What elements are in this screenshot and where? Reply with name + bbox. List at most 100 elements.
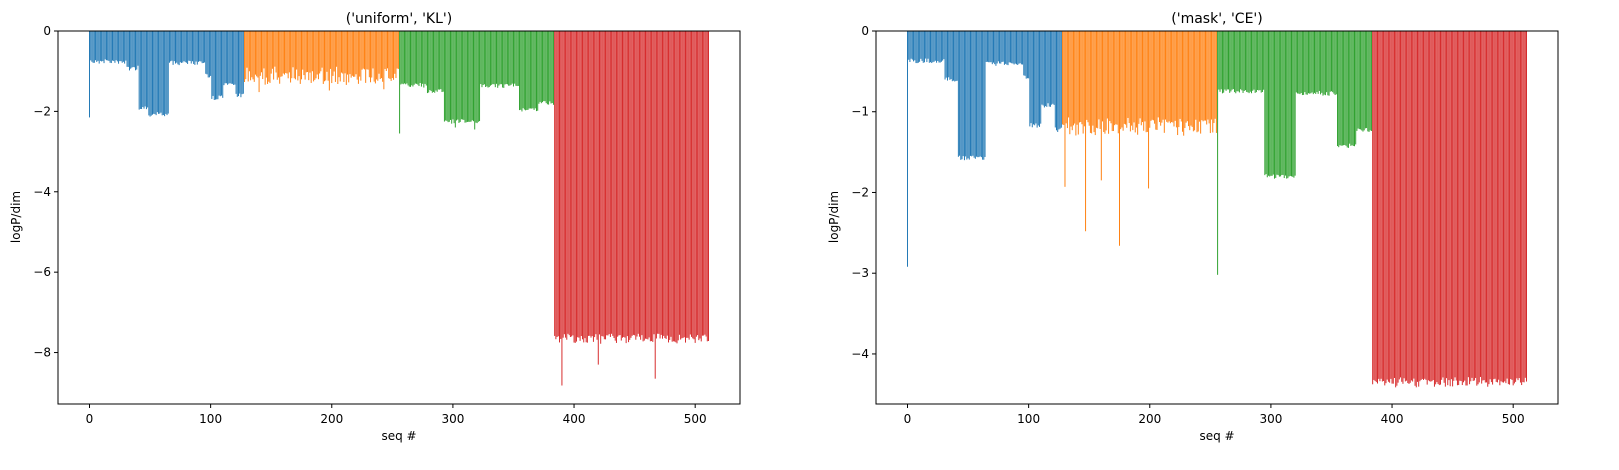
bar	[182, 31, 184, 63]
bar	[178, 31, 180, 66]
bar	[628, 31, 630, 343]
bar	[505, 31, 507, 84]
bar	[210, 31, 212, 76]
bar	[986, 31, 988, 62]
bar	[126, 31, 128, 67]
bar	[293, 31, 295, 79]
bar	[92, 31, 94, 63]
bar	[525, 31, 527, 111]
bar	[1224, 31, 1226, 90]
bar	[938, 31, 940, 63]
bar	[254, 31, 256, 75]
bar	[537, 31, 539, 111]
bar	[572, 31, 574, 336]
bar	[394, 31, 396, 74]
bar	[1208, 31, 1210, 124]
bar	[1029, 31, 1031, 127]
bar	[1398, 31, 1400, 380]
bar	[1321, 31, 1323, 93]
bar	[291, 31, 293, 79]
bar	[1511, 31, 1513, 380]
bar	[434, 31, 436, 93]
bar	[211, 31, 213, 99]
bar	[1305, 31, 1307, 95]
bar	[1370, 31, 1372, 132]
bar	[1339, 31, 1341, 146]
bar	[456, 31, 458, 121]
bar	[154, 31, 156, 115]
bar	[1252, 31, 1254, 91]
bar	[909, 31, 911, 62]
bar	[1429, 31, 1431, 382]
bar	[1500, 31, 1502, 382]
bar	[497, 31, 499, 88]
bar	[1442, 31, 1444, 378]
bar	[113, 31, 115, 62]
bar	[1284, 31, 1286, 176]
bar	[1150, 31, 1152, 121]
bar	[179, 31, 181, 63]
bar	[658, 31, 660, 334]
bar	[659, 31, 661, 339]
bar	[370, 31, 372, 83]
bar	[1122, 31, 1124, 131]
bar	[200, 31, 202, 62]
bar	[297, 31, 299, 81]
bar	[481, 31, 483, 88]
bar	[915, 31, 917, 64]
bar	[270, 31, 272, 74]
bar	[685, 31, 686, 343]
bar	[222, 31, 224, 98]
bar	[1266, 31, 1268, 178]
bar	[137, 31, 139, 66]
bar	[145, 31, 147, 110]
bar	[1212, 31, 1214, 133]
bar	[1053, 31, 1055, 105]
bar	[1464, 31, 1466, 381]
bar	[548, 31, 550, 105]
bar	[247, 31, 249, 82]
bar	[337, 31, 339, 84]
bar	[253, 31, 255, 82]
bar	[1058, 31, 1060, 130]
bar	[1517, 31, 1519, 381]
bar	[954, 31, 956, 82]
bar	[1488, 31, 1490, 385]
bar	[1223, 31, 1225, 93]
bar	[159, 31, 161, 114]
bar	[183, 31, 185, 62]
bar	[980, 31, 982, 158]
bar	[561, 31, 563, 386]
bar	[193, 31, 195, 64]
bar	[460, 31, 462, 120]
bar	[142, 31, 144, 107]
bar	[148, 31, 150, 116]
bar	[916, 31, 918, 64]
bar	[1263, 31, 1265, 90]
bar	[410, 31, 411, 87]
bar	[1461, 31, 1463, 386]
y-tick-label: 0	[861, 24, 869, 38]
bar	[1220, 31, 1222, 90]
bar	[997, 31, 999, 62]
bar	[285, 31, 287, 73]
bar	[1375, 31, 1377, 383]
bar	[212, 31, 214, 96]
x-axis-label: seq #	[1199, 429, 1234, 443]
bar	[359, 31, 361, 77]
bar	[459, 31, 461, 122]
bar	[1117, 31, 1119, 134]
chart-title: ('uniform', 'KL')	[346, 11, 452, 27]
bar	[1470, 31, 1472, 382]
bar	[188, 31, 190, 61]
bar	[338, 31, 340, 78]
bar	[1111, 31, 1113, 132]
bar	[988, 31, 990, 63]
bar	[1219, 31, 1221, 92]
bar	[1100, 31, 1102, 181]
bar	[649, 31, 651, 342]
bar	[1449, 31, 1451, 387]
bar	[1294, 31, 1296, 176]
bar	[1057, 31, 1059, 132]
bar	[1392, 31, 1394, 384]
